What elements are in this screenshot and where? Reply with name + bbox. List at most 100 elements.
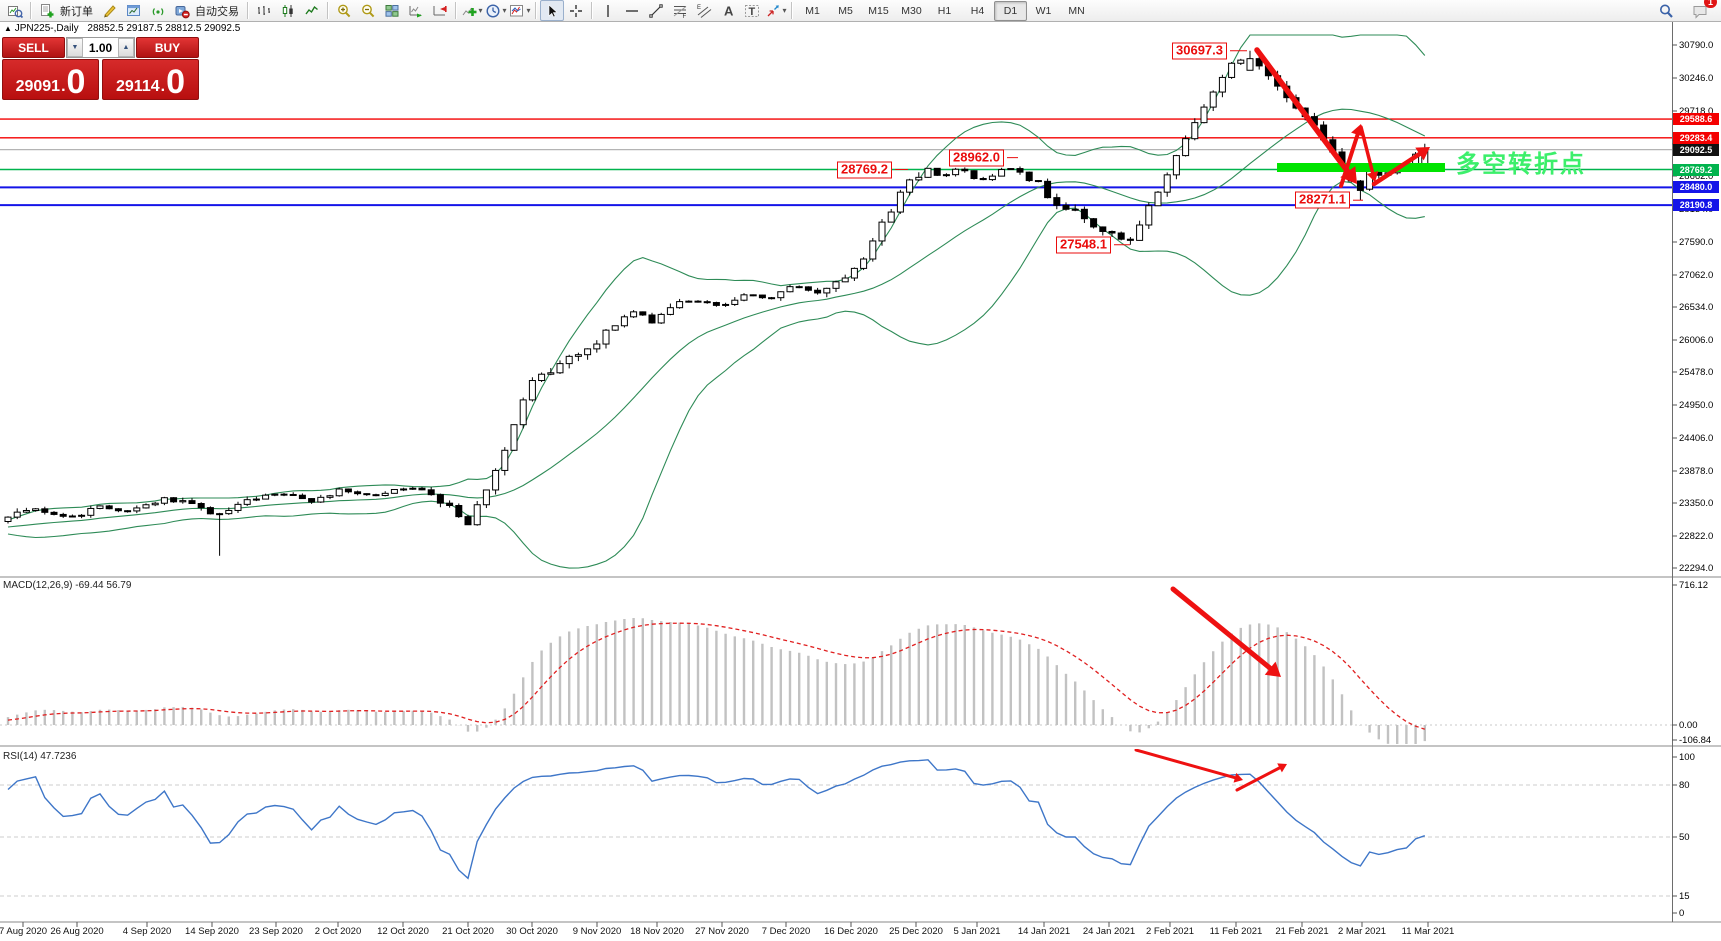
buy-price-panel[interactable]: 29114. 0	[102, 59, 199, 100]
date-label: 16 Dec 2020	[824, 926, 878, 937]
channel-tool-button[interactable]: E	[692, 0, 716, 21]
timeframe-button-M15[interactable]: M15	[868, 4, 889, 17]
date-label: 26 Aug 2020	[50, 926, 104, 937]
price-tick-label: 26006.0	[1679, 335, 1714, 346]
timeframe-button-D1[interactable]: D1	[994, 0, 1027, 21]
notification-badge: 1	[1703, 0, 1717, 8]
charts-window-icon	[127, 4, 140, 16]
collapse-arrow-icon[interactable]: ▲	[4, 24, 12, 33]
sell-button[interactable]: SELL	[2, 37, 65, 58]
dropdown-caret-icon: ▾	[526, 6, 531, 15]
new-chart-icon	[8, 5, 23, 18]
buy-price: 29114	[116, 78, 160, 95]
symbol-ohlc: 28852.5 29187.5 28812.5 29092.5	[87, 23, 241, 34]
price-callout-28769.2: 28769.2	[837, 161, 892, 178]
fibonacci-tool-button[interactable]: F	[668, 0, 692, 21]
price-tick-label: 26534.0	[1679, 302, 1714, 313]
macd-label: MACD(12,26,9) -69.44 56.79	[3, 580, 132, 591]
auto-scroll-button[interactable]	[404, 0, 428, 21]
price-callout-28962.0: 28962.0	[949, 149, 1004, 167]
templates-button[interactable]: ▾	[508, 0, 532, 21]
signals-button[interactable]	[146, 0, 170, 21]
zoom-in-icon	[338, 4, 351, 17]
new-order-label[interactable]: 新订单	[60, 5, 93, 18]
indicators-icon	[463, 7, 477, 16]
line-chart-mode-button[interactable]	[300, 0, 324, 21]
text-label-icon: T	[745, 4, 759, 18]
vertical-line-tool-button[interactable]	[596, 0, 620, 21]
tile-windows-button[interactable]	[380, 0, 404, 21]
price-tick-label: 25478.0	[1679, 367, 1714, 378]
volume-field[interactable]: ▼ 1.00 ▲	[66, 37, 135, 58]
volume-increase-button[interactable]: ▲	[118, 38, 134, 57]
price-tick-label: 24950.0	[1679, 400, 1714, 411]
price-badge: 29283.4	[1673, 132, 1719, 144]
rsi-tick-label: 100	[1679, 752, 1695, 763]
dropdown-caret-icon: ▾	[502, 6, 507, 15]
macd-tick-label: 716.12	[1679, 580, 1709, 591]
symbol-name: JPN225-,Daily	[14, 23, 79, 34]
chart-shift-button[interactable]	[428, 0, 452, 21]
crosshair-icon	[570, 4, 582, 17]
periods-button[interactable]: ▾	[484, 0, 508, 21]
zoom-in-button[interactable]	[332, 0, 356, 21]
macd-tick-label: 0.00	[1679, 720, 1698, 731]
timeframe-button-MN[interactable]: MN	[1068, 4, 1085, 17]
timeframe-button-M1[interactable]: M1	[805, 4, 820, 17]
date-label: 7 Dec 2020	[761, 926, 811, 937]
price-tick-label: 22822.0	[1679, 531, 1714, 542]
cursor-button[interactable]	[540, 0, 564, 21]
sell-price-panel[interactable]: 29091. 0	[2, 59, 99, 100]
candle-chart-mode-button[interactable]	[276, 0, 300, 21]
timeframe-button-W1[interactable]: W1	[1035, 4, 1052, 17]
notifications-button[interactable]: 1	[1688, 0, 1717, 21]
date-label: 7 Aug 2020	[0, 926, 48, 937]
metaeditor-button[interactable]	[98, 0, 122, 21]
arrows-tool-button[interactable]: ▾	[764, 0, 788, 21]
price-tick-label: 30246.0	[1679, 73, 1714, 84]
new-order-button[interactable]	[35, 0, 59, 21]
buy-button[interactable]: BUY	[136, 37, 199, 58]
macd-tick-label: -106.84	[1679, 735, 1712, 746]
timeframe-button-M30[interactable]: M30	[901, 4, 922, 17]
timeframe-button-M5[interactable]: M5	[838, 4, 853, 17]
line-chart-icon	[305, 5, 318, 14]
bar-chart-mode-button[interactable]	[252, 0, 276, 21]
price-badge: 28190.8	[1673, 199, 1719, 211]
horizontal-line-tool-button[interactable]	[620, 0, 644, 21]
chart-shift-icon	[433, 5, 447, 15]
crosshair-button[interactable]	[564, 0, 588, 21]
rsi-tick-label: 50	[1679, 832, 1690, 843]
price-callout-28271.1: 28271.1	[1295, 191, 1350, 209]
charts-window-button[interactable]	[122, 0, 146, 21]
search-button[interactable]	[1654, 0, 1678, 21]
price-tick-label: 23350.0	[1679, 498, 1714, 509]
toolbar-separator	[591, 2, 593, 19]
label-tool-button[interactable]: T	[740, 0, 764, 21]
timeframe-button-H1[interactable]: H1	[937, 4, 952, 17]
signals-icon	[152, 7, 164, 15]
volume-decrease-button[interactable]: ▼	[67, 38, 83, 57]
trendline-tool-button[interactable]	[644, 0, 668, 21]
timeframe-button-H4[interactable]: H4	[970, 4, 985, 17]
dropdown-caret-icon: ▾	[782, 6, 787, 15]
date-label: 2 Feb 2021	[1145, 926, 1195, 937]
volume-value[interactable]: 1.00	[88, 40, 113, 55]
date-label: 12 Oct 2020	[377, 926, 429, 937]
autotrading-button[interactable]	[170, 0, 194, 21]
turning-point-annotation: 多空转折点	[1456, 151, 1586, 178]
fibonacci-icon: F	[673, 5, 687, 19]
periods-icon	[486, 3, 500, 18]
text-tool-button[interactable]: A	[716, 0, 740, 21]
toolbar-separator	[455, 2, 457, 19]
sell-price-dot: .	[61, 78, 66, 95]
zoom-out-button[interactable]	[356, 0, 380, 21]
new-chart-button[interactable]	[3, 0, 27, 21]
sell-price-big-digit: 0	[66, 63, 86, 101]
bar-chart-icon	[258, 5, 270, 15]
autotrading-label[interactable]: 自动交易	[195, 5, 239, 18]
price-badge: 28480.0	[1673, 181, 1719, 193]
indicators-button[interactable]: ▾	[460, 0, 484, 21]
